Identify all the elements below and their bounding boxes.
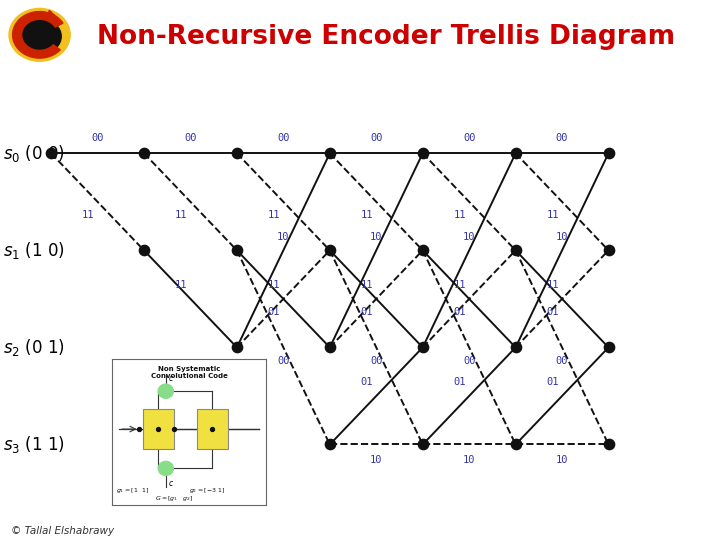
Point [510,149,521,158]
Text: 11: 11 [454,211,466,220]
Point [603,246,614,255]
Text: 10: 10 [370,232,382,242]
Text: 11: 11 [361,280,373,291]
Point [417,149,428,158]
Text: c: c [169,478,173,488]
Point [231,149,243,158]
Text: Non-Recursive Encoder Trellis Diagram: Non-Recursive Encoder Trellis Diagram [97,24,675,50]
Point [231,246,243,255]
Wedge shape [13,11,63,58]
Text: 11: 11 [268,211,280,220]
Circle shape [22,19,61,53]
Point [138,149,150,158]
Text: 01: 01 [454,307,466,318]
Text: 10: 10 [463,232,475,242]
Text: 11: 11 [268,280,280,291]
Text: 11: 11 [82,211,94,220]
Text: © Tallal Elshabrawy: © Tallal Elshabrawy [11,525,114,536]
Circle shape [158,461,174,476]
Text: $G=[g_1\ \ \ g_2]$: $G=[g_1\ \ \ g_2]$ [155,495,194,503]
Text: 11: 11 [361,211,373,220]
Text: $s_2$ (0 1): $s_2$ (0 1) [3,337,65,358]
Point [324,440,336,449]
Bar [197,409,228,449]
Text: $g_1=[1\ \ 1]$: $g_1=[1\ \ 1]$ [116,485,149,495]
Text: 00: 00 [556,356,568,366]
Point [510,440,521,449]
Point [603,440,614,449]
Point [510,246,521,255]
Text: 10: 10 [556,232,568,242]
Text: 11: 11 [454,280,466,291]
Text: 00: 00 [91,133,104,143]
Text: 01: 01 [361,307,373,318]
Text: $s_3$ (1 1): $s_3$ (1 1) [3,434,65,455]
Text: $s_0$ (0 0): $s_0$ (0 0) [3,143,65,164]
Point [45,149,57,158]
Text: +: + [162,386,170,396]
Circle shape [158,384,174,399]
Text: 11: 11 [546,280,559,291]
Circle shape [9,9,71,61]
Point [207,425,218,434]
Text: 00: 00 [184,133,197,143]
Bar [143,409,174,449]
Text: c: c [169,374,173,383]
Point [134,425,145,434]
Point [153,425,164,434]
Point [231,343,243,352]
Text: +: + [162,463,170,474]
Point [417,246,428,255]
Text: 11: 11 [175,211,187,220]
Text: 00: 00 [277,133,289,143]
Text: 10: 10 [463,455,475,465]
Point [603,149,614,158]
Text: 01: 01 [361,377,373,387]
Point [324,246,336,255]
Text: $g_2=[-3\ 1]$: $g_2=[-3\ 1]$ [189,485,225,495]
Text: 00: 00 [277,356,289,366]
Text: 00: 00 [463,133,475,143]
Point [417,343,428,352]
Text: Non Systematic
Convolutional Code: Non Systematic Convolutional Code [150,366,228,380]
Point [324,343,336,352]
Text: 00: 00 [556,133,568,143]
Text: $s_1$ (1 0): $s_1$ (1 0) [3,240,65,261]
Point [324,149,336,158]
Point [138,246,150,255]
Text: 11: 11 [175,280,187,291]
Text: 01: 01 [546,377,559,387]
Text: 11: 11 [546,211,559,220]
Text: 00: 00 [370,133,382,143]
Point [510,343,521,352]
Text: 00: 00 [463,356,475,366]
Text: 10: 10 [556,455,568,465]
Text: 01: 01 [454,377,466,387]
Text: 01: 01 [268,307,280,318]
Text: 10: 10 [277,232,289,242]
Text: 01: 01 [546,307,559,318]
Point [417,440,428,449]
Point [168,425,179,434]
Text: 00: 00 [370,356,382,366]
Point [603,343,614,352]
Text: 10: 10 [370,455,382,465]
